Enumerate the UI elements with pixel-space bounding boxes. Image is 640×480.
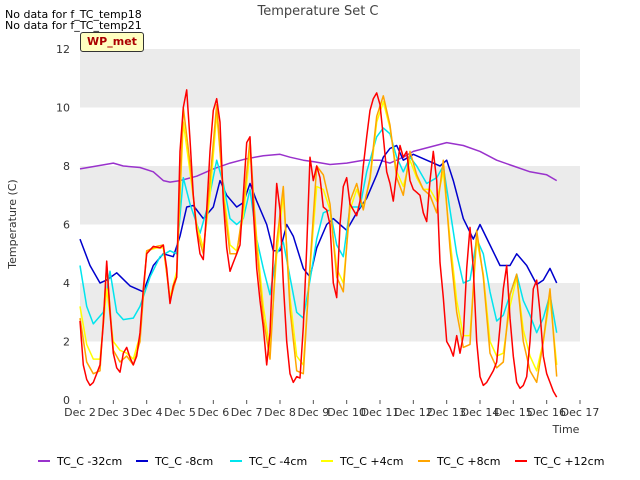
- y-tick-label: 6: [63, 219, 70, 232]
- series-lines: [79, 89, 558, 398]
- y-ticks: 0 2 4 6 8 10 12: [56, 43, 70, 407]
- x-tick-label: Dec 11: [361, 406, 400, 419]
- wp-met-badge: WP_met: [80, 32, 144, 52]
- legend-label: TC_C -8cm: [154, 455, 213, 468]
- y-tick-label: 4: [63, 277, 70, 290]
- y-tick-label: 10: [56, 102, 70, 115]
- y-tick-label: 8: [63, 160, 70, 173]
- series-line: [79, 127, 558, 334]
- grid-band: [80, 49, 580, 108]
- y-tick-label: 2: [63, 336, 70, 349]
- y-tick-label: 12: [56, 43, 70, 56]
- x-tick-label: Dec 7: [231, 406, 263, 419]
- x-tick-label: Dec 17: [561, 406, 600, 419]
- y-axis-label: Temperature (C): [6, 179, 19, 269]
- x-tick-label: Dec 14: [461, 406, 500, 419]
- x-tick-label: Dec 13: [427, 406, 466, 419]
- x-tick-label: Dec 8: [264, 406, 296, 419]
- no-data-note-1: No data for f_TC_temp18: [5, 8, 142, 21]
- series-line: [79, 141, 558, 183]
- legend-label: TC_C +4cm: [339, 455, 403, 468]
- x-tick-label: Dec 5: [164, 406, 196, 419]
- x-tick-label: Dec 2: [64, 406, 96, 419]
- legend: TC_C -32cm TC_C -8cm TC_C -4cm TC_C +4cm TC_…: [38, 455, 604, 468]
- y-tick-label: 0: [63, 394, 70, 407]
- x-tick-label: Dec 15: [494, 406, 533, 419]
- x-tick-label: Dec 9: [297, 406, 329, 419]
- x-tick-label: Dec 16: [527, 406, 566, 419]
- legend-label: TC_C -32cm: [56, 455, 122, 468]
- chart-title: Temperature Set C: [256, 4, 378, 19]
- series-line: [79, 100, 558, 372]
- no-data-note-2: No data for f_TC_temp21: [5, 19, 142, 32]
- legend-label: TC_C +12cm: [533, 455, 604, 468]
- legend-label: TC_C -4cm: [248, 455, 307, 468]
- x-tick-label: Dec 6: [197, 406, 229, 419]
- x-tick-label: Dec 12: [394, 406, 433, 419]
- x-tick-label: Dec 10: [327, 406, 366, 419]
- series-line: [79, 89, 558, 398]
- x-tick-label: Dec 3: [97, 406, 129, 419]
- x-axis-label: Time: [552, 423, 580, 436]
- legend-label: TC_C +8cm: [436, 455, 500, 468]
- x-tick-label: Dec 4: [131, 406, 163, 419]
- x-ticks: Dec 2 Dec 3 Dec 4 Dec 5 Dec 6 Dec 7 Dec 8 Dec 9…: [64, 400, 599, 419]
- grid-band: [80, 283, 580, 342]
